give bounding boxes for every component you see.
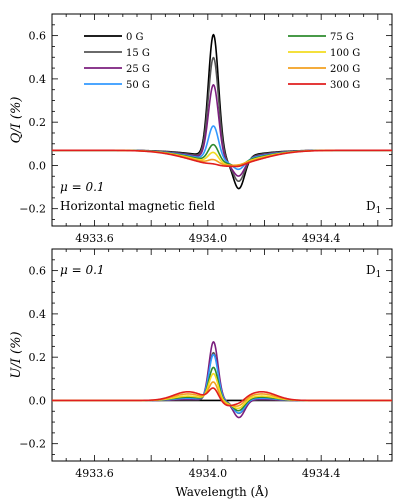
legend-label-6: 200 G	[330, 64, 360, 75]
x-tick-label-bottom: 4934.4	[302, 467, 341, 480]
x-tick-label-bottom: 4933.6	[75, 467, 114, 480]
legend-label-4: 75 G	[330, 32, 354, 43]
plot-frame-top	[51, 13, 393, 227]
legend-label-1: 15 G	[126, 48, 150, 59]
y-tick-label-top: 0.4	[29, 73, 47, 86]
corner-label-top-sub: 1	[376, 206, 382, 216]
field-annotation: Horizontal magnetic field	[60, 199, 215, 213]
mu-annotation-bottom: μ = 0.1	[60, 263, 105, 277]
y-tick-label-top: 0.6	[29, 30, 47, 43]
series-line-bottom-2	[51, 341, 393, 419]
corner-label-bottom: D1	[366, 263, 381, 280]
x-tick-label-top: 4934.4	[302, 232, 341, 245]
legend-label-3: 50 G	[126, 80, 150, 91]
y-tick-label-top: 0.0	[29, 159, 47, 172]
tick-group-top: 4933.6 4934.0 4934.4 −0.2 0.0 0.2 0.4 0.6	[19, 13, 393, 245]
series-line-top-7	[51, 149, 393, 168]
y-tick-label-bottom: 0.2	[29, 351, 47, 364]
xlabel: Wavelength (Å)	[175, 484, 268, 499]
plot-frame-bottom	[51, 248, 393, 462]
series-line-bottom-7	[51, 387, 393, 407]
series-group-bottom	[51, 341, 393, 419]
corner-label-bottom-sub: 1	[376, 270, 382, 280]
legend-label-7: 300 G	[330, 80, 360, 91]
y-tick-label-bottom: −0.2	[19, 438, 46, 451]
y-tick-label-top: 0.2	[29, 116, 47, 129]
y-tick-label-bottom: 0.4	[29, 308, 47, 321]
x-tick-label-top: 4933.6	[75, 232, 114, 245]
corner-label-top: D1	[366, 199, 381, 216]
series-line-bottom-3	[51, 353, 393, 414]
ylabel-top: Q/I (%)	[9, 97, 24, 144]
y-tick-label-bottom: 0.6	[29, 265, 47, 278]
series-line-bottom-1	[51, 351, 393, 415]
legend-label-5: 100 G	[330, 48, 360, 59]
legend-label-0: 0 G	[126, 32, 144, 43]
panel-top: 4933.6 4934.0 4934.4−0.20.00.20.40.6 0 G15…	[9, 13, 393, 245]
legend: 0 G 15 G 25 G 50 G 75 G 100 G 200 G 300 G	[84, 32, 360, 91]
ylabel-bottom: U/I (%)	[9, 331, 24, 378]
tick-group-bottom: 4933.6 4934.0 4934.4 −0.2 0.0 0.2 0.4 0.6	[19, 248, 393, 480]
mu-annotation-top: μ = 0.1	[60, 180, 105, 194]
legend-label-2: 25 G	[126, 64, 150, 75]
series-group-top	[51, 33, 393, 190]
corner-label-top-main: D	[366, 199, 376, 213]
corner-label-bottom-main: D	[366, 263, 376, 277]
x-tick-label-bottom: 4934.0	[189, 467, 228, 480]
y-tick-label-top: −0.2	[19, 203, 46, 216]
panel-bottom: 4933.6 4934.0 4934.4 −0.2 0.0 0.2 0.4 0.6 U/I (…	[9, 248, 393, 499]
y-tick-label-bottom: 0.0	[29, 394, 47, 407]
x-tick-label-top: 4934.0	[189, 232, 228, 245]
